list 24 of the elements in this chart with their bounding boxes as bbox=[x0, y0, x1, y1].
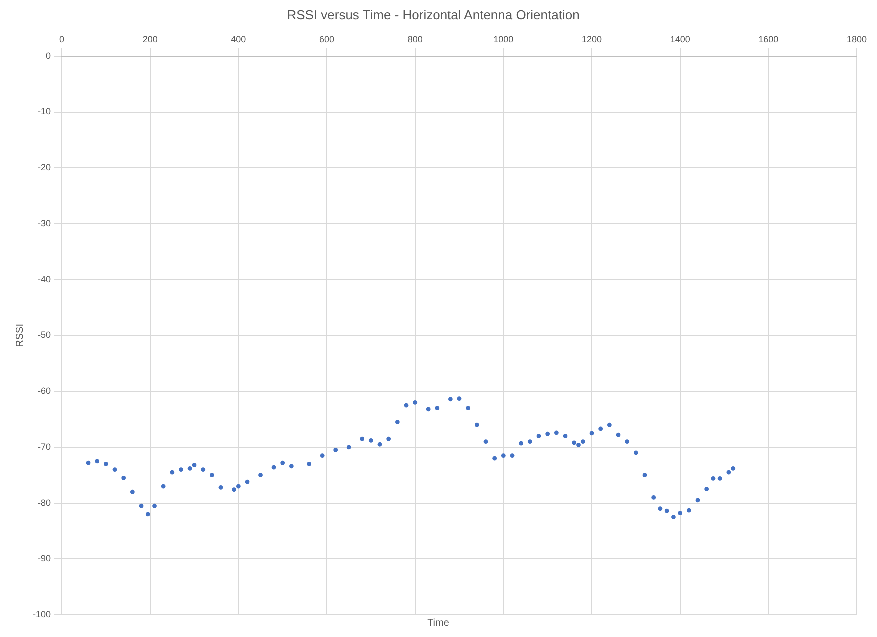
y-tick-label: -30 bbox=[38, 218, 52, 228]
y-tick-label: -90 bbox=[38, 554, 52, 564]
y-tick-label: 0 bbox=[46, 50, 52, 61]
x-tick-label: 1400 bbox=[670, 34, 690, 44]
y-tick-label: -70 bbox=[38, 442, 52, 452]
y-tick-label: -80 bbox=[38, 498, 52, 508]
y-tick-label: -60 bbox=[38, 386, 52, 396]
x-tick-label: 1000 bbox=[494, 34, 514, 44]
x-tick-label: 200 bbox=[142, 34, 158, 44]
y-axis-title: RSSI bbox=[14, 324, 26, 348]
x-axis-title: Time bbox=[426, 618, 450, 629]
x-tick-label: 0 bbox=[60, 34, 65, 44]
y-tick-label: -40 bbox=[38, 274, 52, 284]
x-tick-label: 1800 bbox=[846, 34, 868, 44]
x-tick-label: 800 bbox=[408, 34, 423, 44]
y-tick-label: -20 bbox=[38, 162, 52, 173]
y-tick-label: -50 bbox=[38, 330, 52, 340]
x-tick-label: 1200 bbox=[582, 34, 602, 44]
x-tick-label: 600 bbox=[319, 34, 335, 44]
x-tick-label: 1600 bbox=[758, 34, 779, 44]
y-tick-label: -10 bbox=[38, 106, 52, 117]
x-tick-label: 400 bbox=[231, 34, 246, 44]
chart-title: RSSI versus Time - Horizontal Antenna Orientation bbox=[287, 7, 580, 22]
y-tick-label: -100 bbox=[33, 609, 52, 620]
